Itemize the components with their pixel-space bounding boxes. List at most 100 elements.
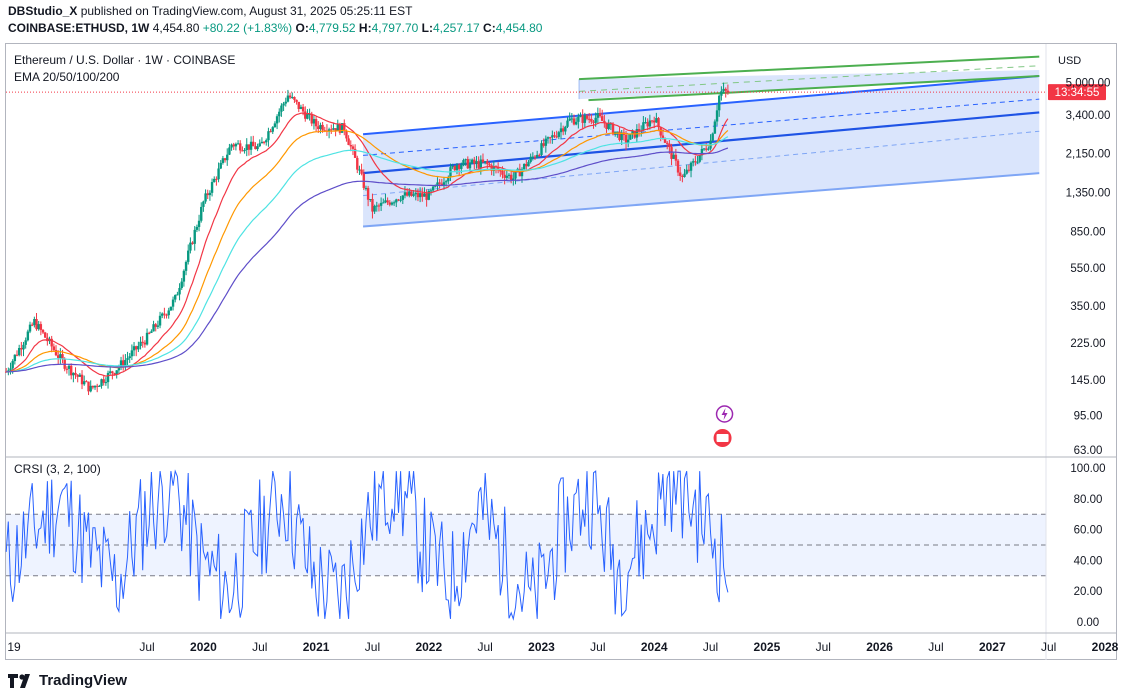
- candle-body: [687, 169, 691, 171]
- candle-body: [273, 123, 277, 128]
- tradingview-logo[interactable]: TradingView: [8, 672, 127, 689]
- currency-label[interactable]: USD: [1058, 55, 1082, 67]
- candle-body: [720, 91, 723, 96]
- chart-title[interactable]: Ethereum / U.S. Dollar · 1W · COINBASE: [14, 53, 236, 67]
- green-line-top: [579, 55, 1040, 81]
- candle-body: [629, 133, 632, 140]
- price-change: +80.22 (+1.83%): [202, 21, 293, 35]
- candle-body: [17, 348, 21, 356]
- candle-body: [371, 199, 374, 212]
- candle-body: [161, 313, 164, 316]
- candle-body: [252, 141, 255, 147]
- candle-body: [425, 193, 428, 200]
- candle-body: [208, 192, 212, 196]
- candle-body: [139, 341, 142, 346]
- candle-body: [679, 172, 682, 176]
- candle-body: [301, 106, 305, 112]
- candle-body: [169, 306, 173, 311]
- candle-body: [141, 341, 144, 343]
- candle-body: [681, 175, 684, 177]
- candle-body: [483, 161, 487, 163]
- candle-body: [507, 174, 511, 176]
- candle-body: [542, 143, 545, 146]
- candle-body: [527, 161, 530, 167]
- candle-body: [15, 354, 19, 356]
- candle-body: [265, 140, 268, 143]
- last-price: 4,454.80: [152, 21, 200, 35]
- candle-body: [319, 124, 322, 130]
- candle-body: [475, 161, 478, 164]
- crsi-legend[interactable]: CRSI (3, 2, 100): [14, 462, 101, 476]
- lightning-glyph: [721, 408, 728, 420]
- candle-body: [312, 119, 316, 124]
- candle-body: [135, 346, 138, 350]
- candle-body: [384, 200, 387, 203]
- candle-body: [388, 202, 391, 205]
- close-label: C:: [483, 21, 496, 35]
- candle-body: [427, 190, 430, 200]
- candle-body: [598, 113, 602, 117]
- author-name[interactable]: DBStudio_X: [8, 4, 78, 18]
- candle-body: [436, 182, 439, 186]
- price-tick-label: 850.00: [1070, 226, 1105, 238]
- candle-body: [332, 128, 335, 130]
- candle-body: [492, 166, 496, 171]
- ohlc-line: COINBASE:ETHUSD, 1W 4,454.80 +80.22 (+1.…: [8, 21, 542, 35]
- candles: [4, 82, 730, 396]
- candle-body: [412, 194, 415, 196]
- candle-body: [96, 385, 99, 387]
- candle-body: [202, 201, 205, 207]
- candle-body: [501, 170, 504, 175]
- candle-body: [41, 329, 45, 333]
- candle-body: [347, 138, 350, 145]
- candle-body: [271, 127, 274, 132]
- candle-body: [587, 118, 591, 120]
- tradingview-icon: [8, 673, 30, 688]
- candle-body: [399, 199, 402, 201]
- candle-body: [375, 205, 378, 207]
- candle-body: [184, 261, 188, 271]
- candle-body: [59, 354, 62, 358]
- price-tick-label: 2,150.00: [1066, 148, 1111, 160]
- candle-body: [414, 192, 417, 195]
- candle-body: [668, 143, 671, 148]
- candle-body: [130, 350, 134, 357]
- candle-body: [518, 168, 522, 177]
- candle-body: [24, 340, 27, 345]
- candle-body: [685, 169, 688, 174]
- chart-frame[interactable]: [5, 43, 1117, 660]
- price-pane[interactable]: 13:34:55: [4, 55, 1106, 447]
- candle-body: [637, 129, 641, 132]
- candle-body: [260, 141, 264, 144]
- candle-body: [464, 159, 467, 161]
- candle-body: [267, 131, 270, 141]
- candle-body: [358, 169, 361, 171]
- candle-body: [579, 115, 582, 117]
- high-label: H:: [358, 21, 372, 35]
- candle-body: [150, 331, 153, 333]
- crsi-tick-label: 100.00: [1070, 463, 1105, 475]
- candle-body: [590, 118, 593, 122]
- candle-body: [512, 178, 515, 181]
- high-value: 4,797.70: [371, 21, 419, 35]
- candle-body: [364, 187, 368, 189]
- candle-body: [165, 314, 168, 316]
- candle-body: [557, 132, 561, 137]
- candle-body: [297, 101, 300, 109]
- candle-body: [126, 358, 129, 360]
- candle-body: [236, 143, 240, 145]
- candle-body: [444, 181, 448, 183]
- candle-body: [13, 354, 17, 362]
- candle-body: [182, 270, 186, 282]
- candle-body: [117, 367, 121, 371]
- candle-body: [310, 113, 313, 124]
- candle-body: [143, 342, 147, 345]
- crsi-pane[interactable]: [5, 469, 1046, 621]
- ema-legend[interactable]: EMA 20/50/100/200: [14, 70, 120, 84]
- candle-body: [334, 128, 337, 132]
- candle-body: [119, 360, 123, 368]
- candle-body: [249, 141, 253, 150]
- candle-body: [282, 103, 285, 106]
- candle-body: [618, 131, 621, 141]
